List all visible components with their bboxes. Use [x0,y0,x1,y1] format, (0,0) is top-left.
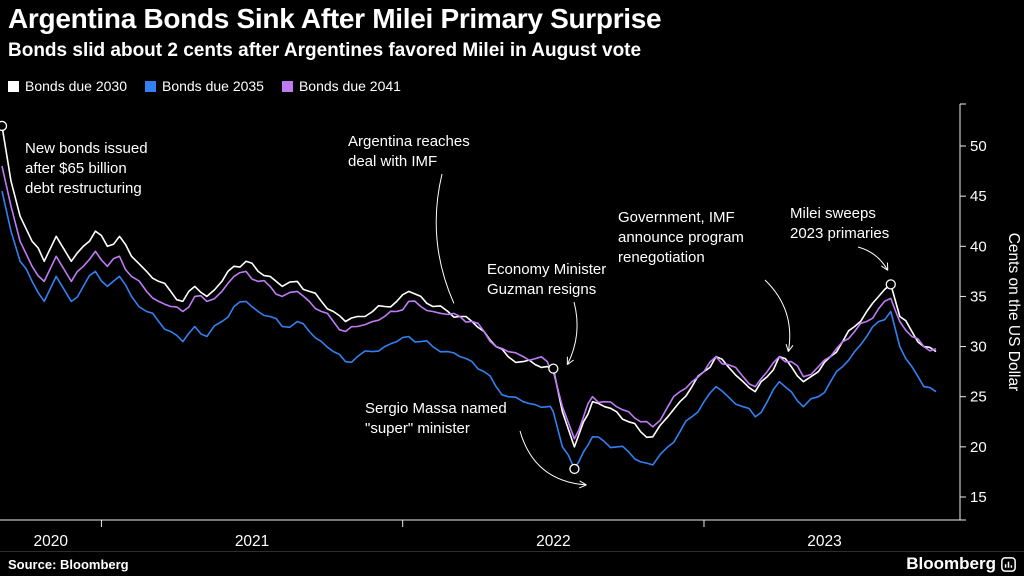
legend-item-bonds-2035: Bonds due 2035 [144,78,264,94]
svg-text:50: 50 [970,138,987,155]
legend-label-2030: Bonds due 2030 [25,78,127,94]
annotation-massa-minister: Sergio Massa named "super" minister [365,400,507,437]
svg-text:2020: 2020 [33,533,68,550]
svg-text:35: 35 [970,288,987,305]
annotation-restructuring: New bonds issued after $65 billion debt … [25,140,148,197]
svg-text:20: 20 [970,439,987,456]
bloomberg-terminal-icon [1001,556,1016,572]
legend-swatch-2035-icon [144,80,156,92]
legend-swatch-2041-icon [281,80,293,92]
svg-text:2021: 2021 [235,533,269,550]
svg-text:40: 40 [970,238,987,255]
legend-label-2035: Bonds due 2035 [161,78,264,94]
page-title: Argentina Bonds Sink After Milei Primary… [8,3,662,34]
svg-text:2022: 2022 [536,533,570,550]
bloomberg-wordmark: Bloomberg [906,554,996,573]
legend-item-bonds-2041: Bonds due 2041 [281,78,401,94]
legend-swatch-2030-icon [8,80,19,92]
svg-text:25: 25 [970,389,987,406]
legend-item-bonds-2030: Bonds due 2030 [8,78,127,94]
legend: Bonds due 2030 Bonds due 2035 Bonds due … [8,78,401,94]
legend-label-2041: Bonds due 2041 [298,78,401,94]
svg-text:30: 30 [970,339,987,356]
annotation-program-renegotiation: Government, IMF announce program renegot… [618,209,744,266]
svg-text:45: 45 [970,188,987,205]
page-subtitle: Bonds slid about 2 cents after Argentine… [8,40,642,61]
source-label: Source: Bloomberg [8,557,129,572]
annotation-guzman-resigns: Economy Minister Guzman resigns [487,261,607,298]
svg-text:15: 15 [970,489,987,506]
svg-text:Cents on the US Dollar: Cents on the US Dollar [1005,233,1022,392]
svg-text:2023: 2023 [807,533,841,550]
annotation-imf-deal: Argentina reaches deal with IMF [348,133,470,170]
annotation-milei-primaries: Milei sweeps 2023 primaries [790,205,890,242]
bloomberg-logo: Bloomberg [906,554,1016,574]
footer: Source: Bloomberg Bloomberg [0,551,1024,576]
